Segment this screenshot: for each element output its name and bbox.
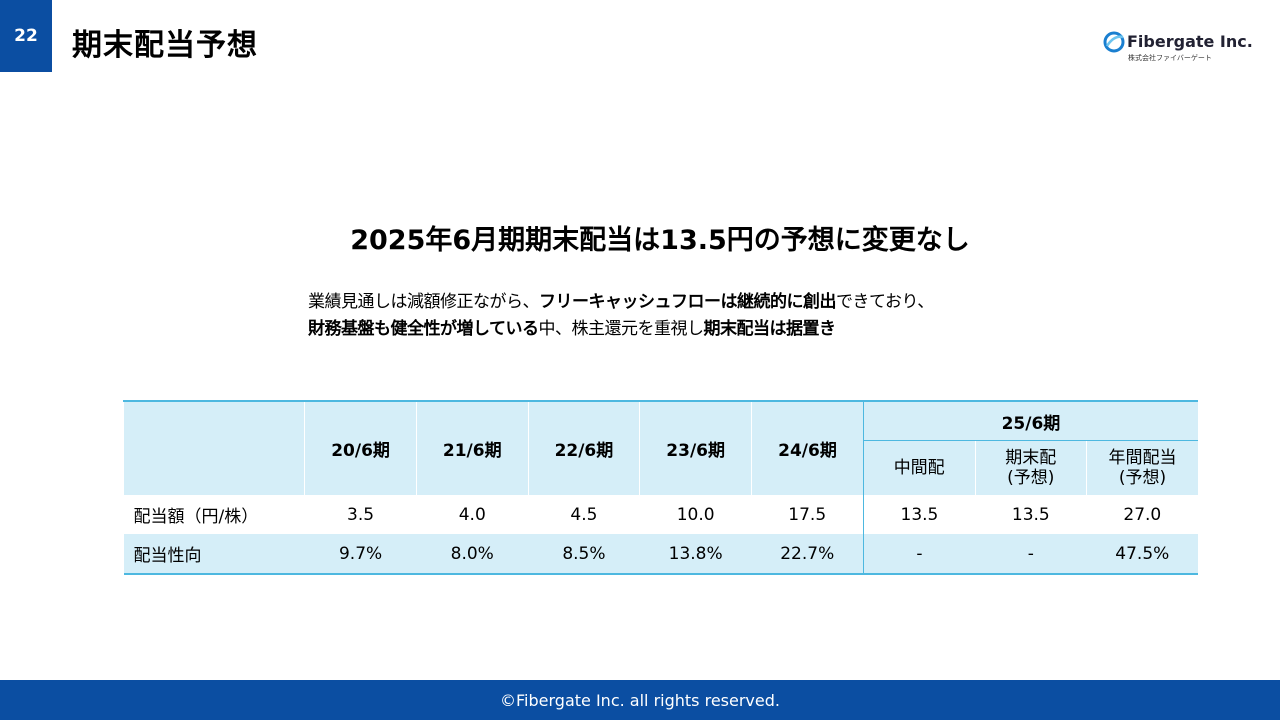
column-header: 23/6期 bbox=[639, 400, 752, 495]
body-text: 業績見通しは減額修正ながら、フリーキャッシュフローは継続的に創出できており、 財務… bbox=[308, 289, 934, 343]
body-line: 財務基盤も健全性が増している中、株主還元を重視し期末配当は据置き bbox=[308, 316, 934, 343]
table-cell: 8.5% bbox=[528, 534, 640, 575]
table-cell: 13.5 bbox=[862, 495, 975, 534]
table-cell: 47.5% bbox=[1086, 534, 1198, 575]
header-row: 中間配 期末配 (予想) 年間配当 (予想) bbox=[124, 440, 1198, 495]
table-cell: 4.0 bbox=[458, 504, 486, 525]
dividend-table: 20/6期 21/6期 22/6期 23/6期 24/6期 25/6期 中間配 期末配 (予想… bbox=[122, 400, 1199, 575]
table-cell: 10.0 bbox=[676, 504, 715, 525]
text: できており、 bbox=[836, 292, 934, 312]
column-header: 20/6期 bbox=[304, 400, 417, 495]
table-cell: - bbox=[975, 534, 1087, 575]
footer: ©Fibergate Inc. all rights reserved. bbox=[0, 680, 1280, 720]
logo-icon bbox=[1103, 31, 1125, 53]
logo-subtitle: 株式会社ファイバーゲート bbox=[1128, 54, 1212, 62]
text: 中、株主還元を重視し bbox=[538, 319, 705, 339]
bold-text: フリーキャッシュフローは継続的に創出 bbox=[539, 292, 837, 312]
column-header: 22/6期 bbox=[527, 400, 640, 495]
bold-text: 期末配当は据置き bbox=[703, 319, 837, 339]
body-line: 業績見通しは減額修正ながら、フリーキャッシュフローは継続的に創出できており、 bbox=[308, 289, 934, 316]
table-row: 配当額（円/株） 3.5 4.0 4.5 10.0 17.5 13.5 13.5 27.0 bbox=[124, 495, 1199, 534]
column-header: 年間配当 (予想) bbox=[1086, 440, 1198, 495]
row-label: 配当額（円/株） bbox=[133, 507, 259, 527]
column-header: 21/6期 bbox=[415, 400, 529, 495]
header-cell bbox=[122, 400, 305, 495]
table-cell: 17.5 bbox=[788, 504, 827, 525]
header-row: 20/6期 21/6期 22/6期 23/6期 24/6期 25/6期 bbox=[122, 400, 1198, 495]
column-header: 期末配 (予想) bbox=[974, 440, 1087, 495]
table-cell: 13.5 bbox=[1011, 504, 1050, 525]
page-number: 22 bbox=[0, 0, 52, 72]
headline: 2025年6月期期末配当は13.5円の予想に変更なし bbox=[350, 225, 970, 256]
row-label: 配当性向 bbox=[123, 534, 305, 575]
table-cell: 13.8% bbox=[639, 534, 752, 575]
table-row: 配当性向 9.7% 8.0% 8.5% 13.8% 22.7% - -47.5% bbox=[123, 534, 1198, 575]
text: 業績見通しは減額修正ながら、 bbox=[308, 292, 540, 312]
table-cell: 4.5 bbox=[570, 504, 598, 525]
table-cell: 3.5 bbox=[347, 504, 375, 525]
group-header: 25/6期 bbox=[862, 400, 1198, 441]
column-header: 中間配 bbox=[862, 440, 975, 495]
table-cell: 22.7% bbox=[751, 534, 864, 575]
column-header: 24/6期 bbox=[751, 400, 864, 495]
logo-name: Fibergate Inc. bbox=[1127, 32, 1253, 51]
table-cell: 8.0% bbox=[416, 534, 529, 575]
bold-text: 財務基盤も健全性が増している bbox=[308, 319, 539, 339]
table-cell: 27.0 bbox=[1123, 504, 1162, 525]
slide-title: 期末配当予想 bbox=[72, 28, 258, 63]
table-cell: 9.7% bbox=[304, 534, 417, 575]
table-cell: - bbox=[862, 534, 975, 575]
